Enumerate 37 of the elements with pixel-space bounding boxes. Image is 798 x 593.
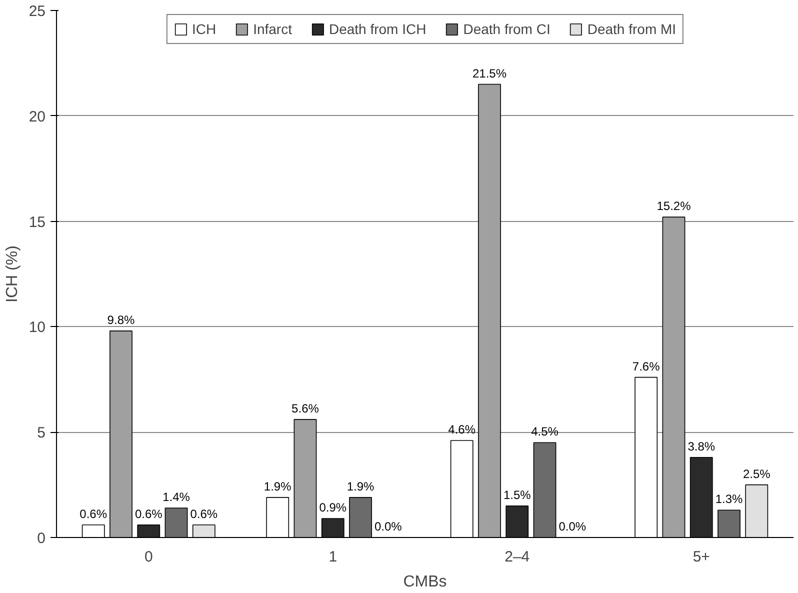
x-axis-title: CMBs (403, 574, 447, 590)
legend-label: Death from MI (587, 21, 676, 37)
data-label: 15.2% (656, 199, 692, 214)
data-label: 0.0% (558, 520, 586, 534)
legend-label: Death from ICH (328, 21, 426, 37)
data-label: 0.6% (134, 506, 163, 521)
y-axis-title: ICH (%) (4, 246, 21, 302)
legend-label: Death from CI (463, 21, 550, 37)
y-tick-label: 15 (28, 214, 46, 231)
data-label: 5.6% (292, 401, 320, 416)
x-tick-label: 0 (144, 548, 153, 566)
data-label: 0.6% (80, 506, 108, 521)
x-tick-label: 1 (328, 548, 338, 566)
data-label: 1.9% (264, 479, 292, 494)
data-label: 0.6% (190, 506, 218, 521)
y-tick-label: 5 (37, 424, 46, 442)
data-label: 9.8% (107, 312, 135, 327)
legend-label: ICH (192, 21, 216, 37)
y-tick-label: 25 (28, 3, 46, 20)
data-label: 2.5% (742, 466, 771, 481)
x-tick-label: 2–4 (504, 548, 530, 566)
data-label: 4.5% (531, 424, 559, 439)
data-label: 0.0% (374, 520, 402, 534)
y-tick-label: 10 (28, 319, 46, 336)
data-label: 7.6% (632, 359, 660, 374)
data-label: 1.9% (346, 479, 375, 494)
data-label: 1.5% (503, 488, 532, 502)
legend-label: Infarct (253, 21, 292, 37)
data-label: 21.5% (472, 66, 507, 80)
y-tick-label: 20 (28, 108, 46, 126)
x-tick-label: 5+ (692, 548, 710, 566)
y-tick-label: 0 (37, 530, 46, 547)
data-label: 3.8% (688, 439, 716, 454)
data-label: 1.3% (715, 492, 744, 506)
data-label: 0.9% (319, 500, 347, 515)
data-label: 4.6% (448, 422, 476, 437)
data-label: 1.4% (162, 490, 190, 504)
